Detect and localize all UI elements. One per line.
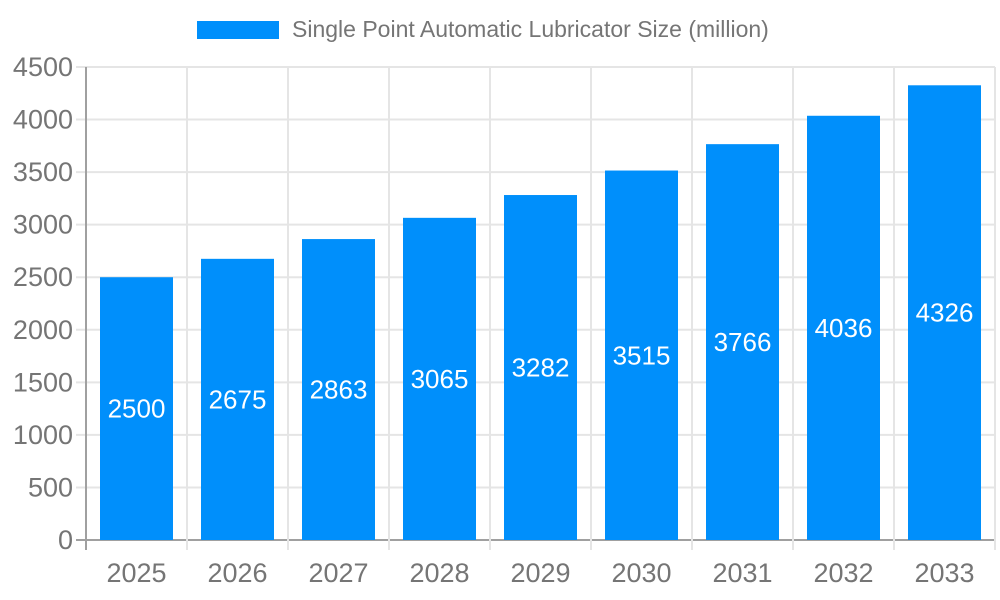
- legend-item[interactable]: Single Point Automatic Lubricator Size (…: [197, 16, 769, 44]
- bar-value-label: 3065: [411, 364, 469, 394]
- bar-value-label: 2675: [209, 384, 267, 414]
- bar[interactable]: [706, 144, 779, 540]
- x-tick-label: 2033: [914, 558, 974, 588]
- x-tick-label: 2031: [712, 558, 772, 588]
- bar[interactable]: [403, 217, 476, 540]
- y-tick-label: 2000: [13, 315, 73, 345]
- x-tick-label: 2030: [611, 558, 671, 588]
- y-tick-label: 4500: [13, 52, 73, 82]
- y-tick-label: 1000: [13, 420, 73, 450]
- y-tick-label: 0: [58, 525, 73, 555]
- x-tick-label: 2032: [813, 558, 873, 588]
- y-tick-label: 3500: [13, 157, 73, 187]
- bar-value-label: 3766: [714, 327, 772, 357]
- bar-value-label: 4036: [815, 313, 873, 343]
- bar-value-label: 4326: [916, 298, 974, 328]
- bar[interactable]: [302, 239, 375, 540]
- x-tick-label: 2029: [510, 558, 570, 588]
- y-tick-label: 3000: [13, 210, 73, 240]
- y-tick-label: 1500: [13, 367, 73, 397]
- bar-value-label: 2500: [108, 394, 166, 424]
- legend-swatch: [197, 20, 279, 39]
- x-tick-label: 2025: [106, 558, 166, 588]
- x-tick-label: 2028: [409, 558, 469, 588]
- bar[interactable]: [605, 170, 678, 541]
- bar[interactable]: [100, 277, 173, 540]
- bar[interactable]: [201, 258, 274, 540]
- bar-value-label: 3282: [512, 353, 570, 383]
- x-tick-label: 2026: [207, 558, 267, 588]
- x-tick-label: 2027: [308, 558, 368, 588]
- bar[interactable]: [908, 85, 981, 540]
- y-tick-label: 4000: [13, 105, 73, 135]
- bar[interactable]: [504, 195, 577, 540]
- bar-value-label: 2863: [310, 375, 368, 405]
- bar-value-label: 3515: [613, 340, 671, 370]
- y-tick-label: 2500: [13, 262, 73, 292]
- y-tick-label: 500: [28, 472, 73, 502]
- bar[interactable]: [807, 115, 880, 541]
- legend-label: Single Point Automatic Lubricator Size (…: [292, 16, 769, 42]
